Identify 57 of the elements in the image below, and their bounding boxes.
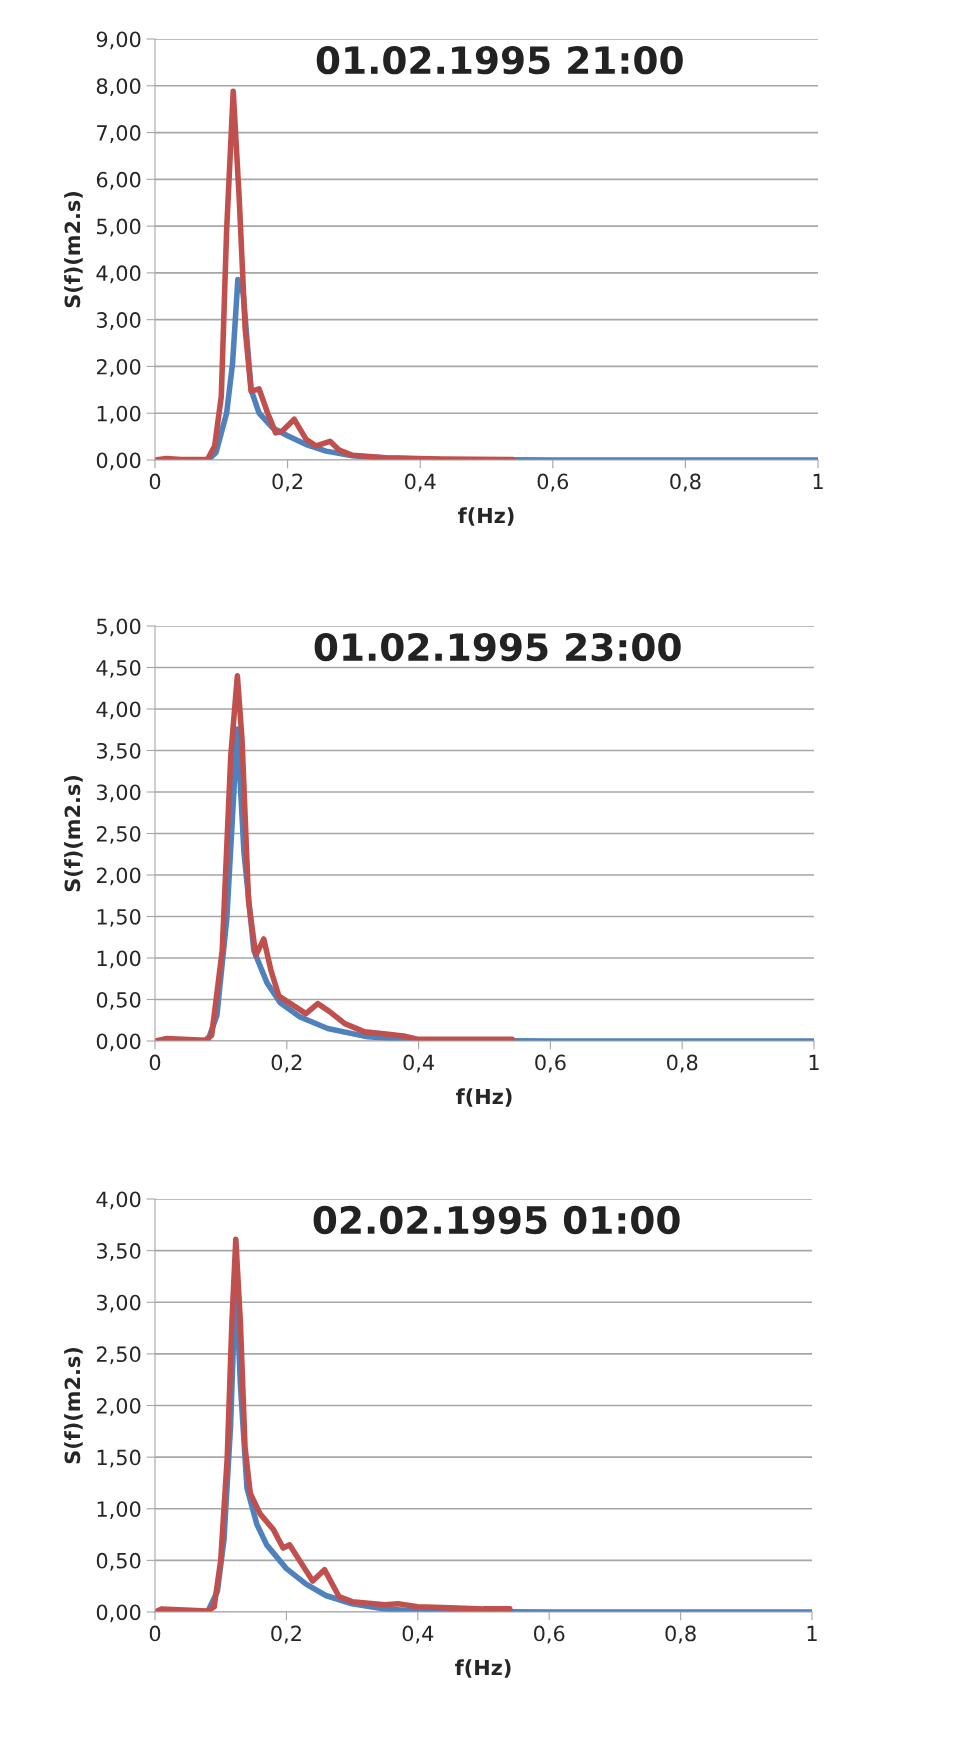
x-tick-label: 0,6 (537, 473, 569, 492)
x-tick-label: 0 (149, 1054, 161, 1071)
x-axis-title: f(Hz) (458, 507, 514, 526)
y-tick-label: 4,00 (96, 1191, 141, 1210)
y-tick-label: 2,00 (96, 867, 141, 886)
x-axis-title: f(Hz) (456, 1088, 512, 1107)
y-tick-label: 2,50 (96, 825, 141, 844)
y-tick-label: 3,00 (97, 784, 141, 803)
y-tick-label: 4,00 (96, 265, 141, 284)
y-tick-label: 0,00 (96, 1033, 141, 1052)
y-tick-label: 3,00 (97, 312, 141, 330)
y-axis-title: S(f)(m2.s) (64, 775, 83, 892)
x-tick-label: 0,2 (271, 1054, 302, 1073)
y-tick-label: 9,00 (96, 31, 141, 50)
y-tick-label: 5,00 (97, 618, 141, 637)
y-tick-label: 1,50 (97, 1449, 141, 1468)
x-tick-label: 0 (149, 473, 161, 490)
y-axis-title: S(f)(m2.s) (64, 1347, 83, 1464)
chart-title: 01.02.1995 21:00 (316, 45, 683, 75)
y-tick-label: 0,00 (96, 1604, 141, 1623)
y-tick-label: 3,50 (97, 742, 141, 761)
y-tick-label: 4,50 (96, 659, 141, 678)
y-tick-label: 4,00 (96, 701, 141, 720)
x-tick-label: 1 (807, 1625, 817, 1642)
chart-title: 01.02.1995 23:00 (314, 632, 681, 662)
chart-title: 02.02.1995 01:00 (313, 1205, 680, 1235)
x-tick-label: 0,4 (405, 473, 436, 492)
x-tick-label: 0,2 (272, 473, 303, 492)
x-tick-label: 0,8 (670, 473, 701, 492)
x-tick-label: 1 (809, 1054, 819, 1071)
y-tick-label: 1,00 (97, 405, 141, 424)
y-tick-label: 2,50 (96, 1346, 141, 1365)
y-tick-label: 7,00 (97, 125, 141, 143)
y-tick-label: 6,00 (96, 171, 141, 190)
y-tick-label: 0,00 (96, 452, 141, 471)
y-tick-label: 1,00 (97, 1501, 141, 1520)
y-tick-label: 3,00 (97, 1294, 141, 1313)
x-tick-label: 1 (813, 473, 823, 490)
x-tick-label: 0,8 (667, 1054, 698, 1073)
y-axis-title: S(f)(m2.s) (64, 191, 83, 308)
x-tick-label: 0 (149, 1625, 161, 1642)
y-tick-label: 1,50 (97, 908, 141, 927)
y-tick-label: 0,50 (96, 1552, 141, 1571)
x-axis-title: f(Hz) (455, 1659, 511, 1678)
y-tick-label: 1,00 (97, 950, 141, 969)
y-tick-label: 5,00 (97, 218, 141, 237)
x-tick-label: 0,6 (535, 1054, 566, 1073)
x-tick-label: 0,2 (271, 1625, 301, 1644)
y-tick-label: 2,00 (96, 1397, 141, 1416)
y-tick-label: 0,50 (96, 991, 141, 1010)
y-tick-label: 8,00 (96, 78, 141, 97)
x-tick-label: 0,4 (402, 1625, 434, 1644)
y-tick-label: 2,00 (96, 358, 141, 377)
x-tick-label: 0,4 (403, 1054, 434, 1073)
x-tick-label: 0,6 (534, 1625, 565, 1644)
x-tick-label: 0,8 (665, 1625, 696, 1644)
y-tick-label: 3,50 (97, 1243, 141, 1261)
